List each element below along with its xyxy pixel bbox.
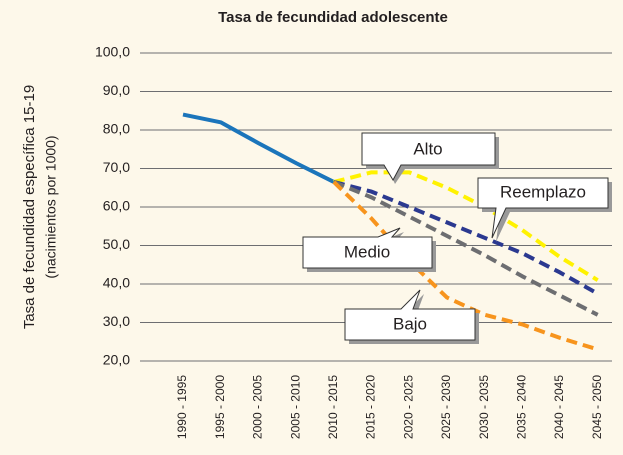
x-tick-label: 1995 - 2000 [213, 375, 227, 439]
callout-box [302, 227, 433, 269]
callout-label: Alto [413, 139, 442, 158]
x-tick-label: 2010 - 2015 [326, 375, 340, 439]
x-tick-label: 2035 - 2040 [514, 375, 528, 439]
callout-label: Reemplazo [500, 182, 586, 201]
chart-title: Tasa de fecundidad adolescente [218, 9, 448, 26]
y-tick-label: 70,0 [103, 159, 130, 175]
plot-area: 20,0 30,0 40,0 50,0 60,0 70,0 80,0 90,0 100,0 199… [95, 44, 612, 439]
series-line [182, 112, 335, 184]
x-tick-label: 1990 - 1995 [175, 375, 189, 439]
y-axis-title: Tasa de fecundidad específica 15-19 [21, 85, 38, 329]
x-tick-label: 2030 - 2035 [477, 375, 491, 439]
series-line [333, 180, 599, 296]
y-tick-label: 80,0 [103, 121, 130, 137]
y-tick-label: 30,0 [103, 313, 130, 329]
y-tick-label: 100,0 [95, 44, 130, 60]
series-line [333, 170, 599, 282]
y-tick-label: 60,0 [103, 198, 130, 214]
x-tick-label: 2000 - 2005 [251, 375, 265, 439]
y-axis-title: (nacimientos por 1000) [43, 135, 59, 278]
x-tick-label: 2045 - 2050 [590, 375, 604, 439]
callout-box [361, 132, 496, 182]
callout-box [477, 177, 609, 239]
y-tick-label: 90,0 [103, 82, 130, 98]
callout-label: Medio [344, 242, 390, 261]
series-line [333, 180, 599, 317]
y-tick-label: 40,0 [103, 275, 130, 291]
callouts: Alto Reemplazo Medio Bajo [302, 132, 612, 344]
callout-label: Bajo [393, 314, 427, 333]
x-tick-label: 2005 - 2010 [288, 375, 302, 439]
y-tick-label: 20,0 [103, 352, 130, 368]
y-tick-label: 50,0 [103, 236, 130, 252]
callout-box [344, 289, 476, 341]
x-tick-label: 2020 - 2025 [401, 375, 415, 439]
series-line [332, 180, 599, 352]
x-tick-label: 2025 - 2030 [439, 375, 453, 439]
x-tick-label: 2015 - 2020 [364, 375, 378, 439]
x-tick-label: 2040 - 2045 [552, 375, 566, 439]
